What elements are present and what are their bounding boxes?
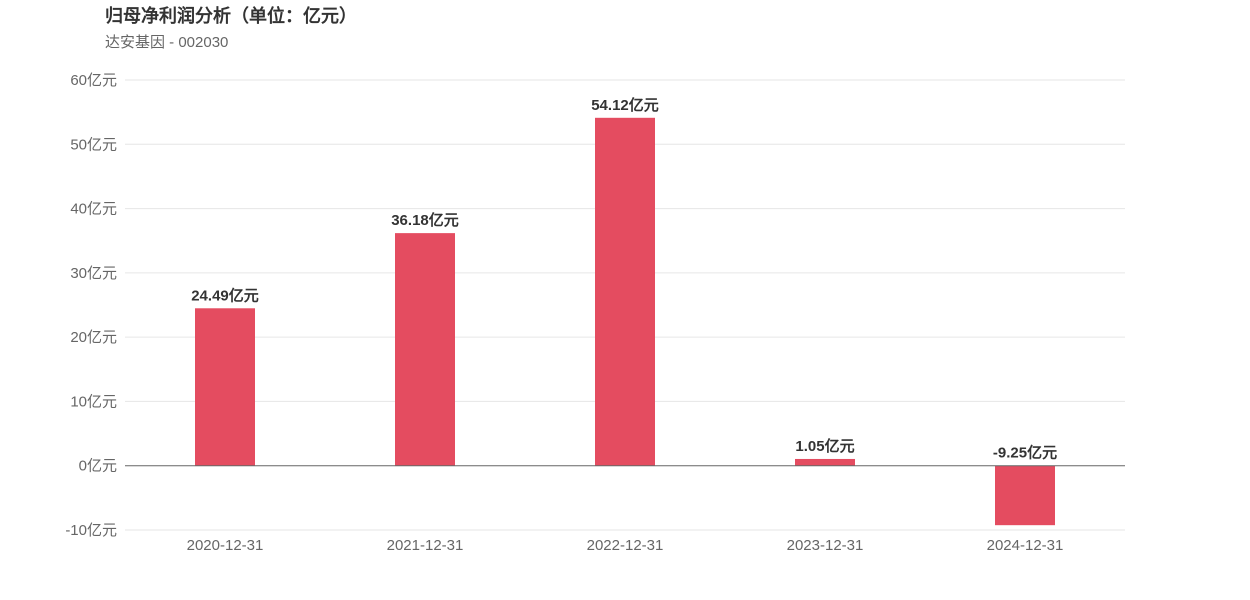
y-tick-label: 10亿元 [70, 393, 117, 410]
y-tick-label: 60亿元 [70, 72, 117, 89]
bar [395, 233, 455, 466]
x-tick-label: 2023-12-31 [787, 537, 864, 554]
chart-subtitle: 达安基因 - 002030 [105, 34, 229, 51]
data-labels: 24.49亿元 36.18亿元 54.12亿元 1.05亿元 -9.25亿元 [191, 96, 1057, 462]
x-axis-ticks: 2020-12-31 2021-12-31 2022-12-31 2023-12-31… [187, 537, 1064, 554]
data-label: -9.25亿元 [993, 444, 1057, 462]
data-label: 1.05亿元 [795, 437, 854, 455]
data-label: 54.12亿元 [591, 96, 659, 114]
y-tick-label: 30亿元 [70, 265, 117, 282]
y-tick-label: 0亿元 [79, 458, 117, 475]
y-tick-label: 50亿元 [70, 136, 117, 153]
y-tick-label: 40亿元 [70, 201, 117, 218]
x-tick-label: 2021-12-31 [387, 537, 464, 554]
bar [795, 458, 855, 466]
chart-title: 归母净利润分析（单位：亿元） [105, 6, 357, 26]
y-tick-label: 20亿元 [70, 329, 117, 346]
bar [995, 465, 1055, 526]
y-tick-label: -10亿元 [65, 522, 117, 539]
x-tick-label: 2020-12-31 [187, 537, 264, 554]
y-axis-ticks: 60亿元 50亿元 40亿元 30亿元 20亿元 10亿元 0亿元 -10亿元 [65, 72, 117, 539]
x-tick-label: 2022-12-31 [587, 537, 664, 554]
data-label: 36.18亿元 [391, 211, 459, 229]
x-tick-label: 2024-12-31 [987, 537, 1064, 554]
bar [195, 308, 255, 466]
data-label: 24.49亿元 [191, 286, 259, 304]
bars [195, 117, 1055, 526]
bar [595, 117, 655, 466]
